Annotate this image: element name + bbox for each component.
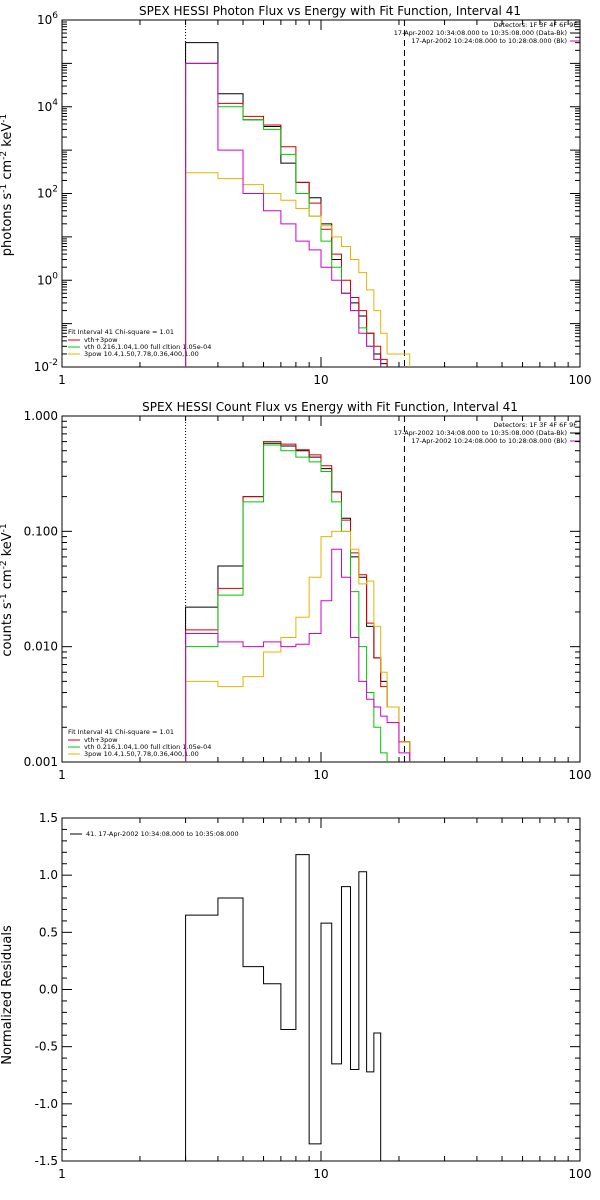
series-data-line xyxy=(185,42,388,367)
data-interval-label: 17-Apr-2002 10:34:08.000 to 10:35:08.000… xyxy=(394,429,567,437)
photon-flux-header: Detectors: 1F 3F 4F 6F 9F 17-Apr-2002 10… xyxy=(394,21,580,45)
photon-flux-ylabel: photons s-1 cm-2 keV-1 xyxy=(0,114,15,256)
x-tick-label: 1 xyxy=(58,373,66,387)
x-tick-label: 1 xyxy=(58,1167,66,1181)
x-tick-label: 10 xyxy=(313,373,328,387)
y-tick-label: 102 xyxy=(37,185,58,201)
data-interval-label: 17-Apr-2002 10:34:08.000 to 10:35:08.000… xyxy=(394,29,567,37)
y-tick-label: 0.5 xyxy=(39,925,58,939)
series-vth-line xyxy=(185,444,388,762)
x-tick-label: 1 xyxy=(58,768,66,782)
y-tick-label: 1.000 xyxy=(24,409,58,423)
y-tick-label: 1.5 xyxy=(39,811,58,825)
count-flux-panel: SPEX HESSI Count Flux vs Energy with Fit… xyxy=(0,400,591,782)
series-total-line xyxy=(185,62,388,367)
y-tick-label: 1.0 xyxy=(39,868,58,882)
residuals-ylabel: Normalized Residuals xyxy=(0,925,15,1065)
legend-label-total: vth+3pow xyxy=(84,736,118,744)
y-tick-label: 0.010 xyxy=(24,640,58,654)
x-tick-label: 100 xyxy=(569,768,592,782)
series-data-line xyxy=(185,442,411,762)
residuals-legend-label: 41. 17-Apr-2002 10:34:08.000 to 10:35:08… xyxy=(86,830,239,838)
series-bpow-line xyxy=(185,530,411,762)
series-bpow-line xyxy=(185,172,411,367)
legend-label-bpow: 3pow 10.4,1.50,7.78,0.36,400,1.00 xyxy=(84,350,199,358)
bkg-interval-label: 17-Apr-2002 10:24:08.000 to 10:28:08.000… xyxy=(411,437,567,445)
photon-flux-title: SPEX HESSI Photon Flux vs Energy with Fi… xyxy=(139,4,521,18)
plot-frame-0 xyxy=(61,19,581,368)
series-total-line xyxy=(185,441,411,762)
legend-label-bpow: 3pow 10.4,1.50,7.78,0.36,400,1.00 xyxy=(84,750,199,758)
y-tick-label: 104 xyxy=(37,98,58,114)
bkg-interval-label: 17-Apr-2002 10:24:08.000 to 10:28:08.000… xyxy=(411,37,567,45)
x-tick-label: 10 xyxy=(313,768,328,782)
residuals-legend: 41. 17-Apr-2002 10:34:08.000 to 10:35:08… xyxy=(70,830,239,838)
y-tick-label: -0.5 xyxy=(35,1040,58,1054)
y-tick-label: -1.0 xyxy=(35,1097,58,1111)
fit-interval-label: Fit Interval 41 Chi-square = 1.01 xyxy=(68,728,174,736)
legend-label-vth: vth 0.216,1.04,1.00 full cltion 1.05e-04 xyxy=(84,343,211,351)
y-tick-label: 0.0 xyxy=(39,983,58,997)
y-tick-label: -1.5 xyxy=(35,1154,58,1168)
series-bkg-line xyxy=(185,548,411,762)
photon-flux-legend: Fit Interval 41 Chi-square = 1.01 vth+3p… xyxy=(68,328,211,358)
photon-flux-panel: SPEX HESSI Photon Flux vs Energy with Fi… xyxy=(0,4,591,387)
detectors-label: Detectors: 1F 3F 4F 6F 9F xyxy=(493,21,577,29)
series-vth-line xyxy=(185,62,382,367)
x-tick-label: 100 xyxy=(569,373,592,387)
series-bkg-line xyxy=(185,62,382,367)
x-tick-label: 100 xyxy=(569,1167,592,1181)
fit-interval-label: Fit Interval 41 Chi-square = 1.01 xyxy=(68,328,174,336)
count-flux-header: Detectors: 1F 3F 4F 6F 9F 17-Apr-2002 10… xyxy=(394,421,580,445)
y-tick-label: 10-2 xyxy=(34,358,58,374)
y-tick-label: 0.100 xyxy=(24,524,58,538)
series-data-line xyxy=(185,854,382,1161)
legend-label-total: vth+3pow xyxy=(84,336,118,344)
y-tick-label: 0.001 xyxy=(24,755,58,769)
x-tick-label: 10 xyxy=(313,1167,328,1181)
count-flux-ylabel: counts s-1 cm-2 keV-1 xyxy=(0,523,15,656)
legend-label-vth: vth 0.216,1.04,1.00 full cltion 1.05e-04 xyxy=(84,743,211,751)
residuals-panel: Normalized Residuals 41. 17-Apr-2002 10:… xyxy=(0,811,591,1181)
y-tick-label: 100 xyxy=(37,271,58,287)
y-tick-label: 106 xyxy=(37,11,58,27)
count-flux-legend: Fit Interval 41 Chi-square = 1.01 vth+3p… xyxy=(68,728,211,758)
detectors-label: Detectors: 1F 3F 4F 6F 9F xyxy=(493,421,577,429)
count-flux-title: SPEX HESSI Count Flux vs Energy with Fit… xyxy=(142,400,518,414)
